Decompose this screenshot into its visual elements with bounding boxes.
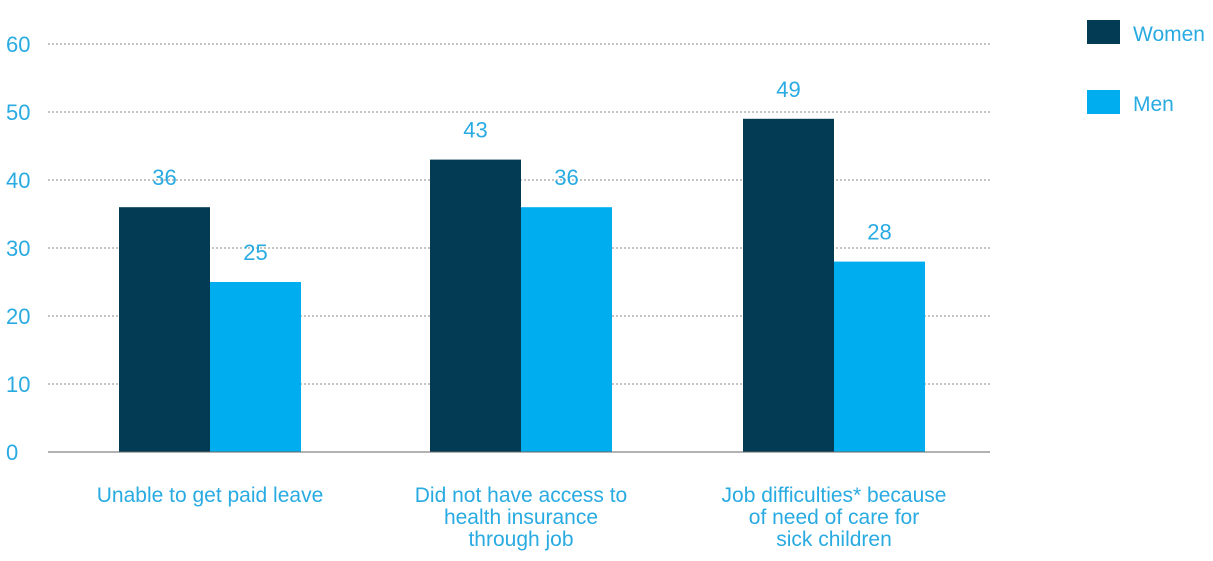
data-label: 25 bbox=[243, 240, 267, 265]
y-tick-label: 20 bbox=[6, 304, 30, 329]
y-tick-label: 0 bbox=[6, 440, 18, 465]
data-label: 43 bbox=[463, 118, 487, 143]
category-label: Unable to get paid leave bbox=[97, 484, 324, 507]
legend: Women Men bbox=[1087, 20, 1205, 116]
y-tick-label: 10 bbox=[6, 372, 30, 397]
legend-swatch-women bbox=[1087, 20, 1120, 44]
bar-men-2 bbox=[521, 207, 612, 452]
bar-men-3 bbox=[834, 261, 925, 452]
y-tick-label: 30 bbox=[6, 236, 30, 261]
bar-women-2 bbox=[430, 159, 521, 452]
labels: 0 10 20 30 40 50 60 36 43 49 25 36 28 Unable to get p… bbox=[6, 32, 946, 551]
legend-swatch-men bbox=[1087, 90, 1120, 114]
data-label: 28 bbox=[867, 220, 891, 245]
data-label: 36 bbox=[554, 165, 578, 190]
y-tick-label: 40 bbox=[6, 168, 30, 193]
legend-label-men: Men bbox=[1133, 93, 1174, 116]
data-label: 49 bbox=[776, 77, 800, 102]
bar-men-1 bbox=[210, 282, 301, 452]
bars bbox=[119, 118, 925, 453]
data-label: 36 bbox=[152, 165, 176, 190]
bar-women-3 bbox=[743, 118, 834, 453]
y-tick-label: 60 bbox=[6, 32, 30, 57]
category-label: Job difficulties* because of need of care… bbox=[722, 484, 947, 551]
bar-women-1 bbox=[119, 207, 210, 452]
category-label: Did not have access to health insurance th… bbox=[415, 484, 627, 551]
legend-label-women: Women bbox=[1133, 23, 1205, 46]
y-tick-label: 50 bbox=[6, 100, 30, 125]
